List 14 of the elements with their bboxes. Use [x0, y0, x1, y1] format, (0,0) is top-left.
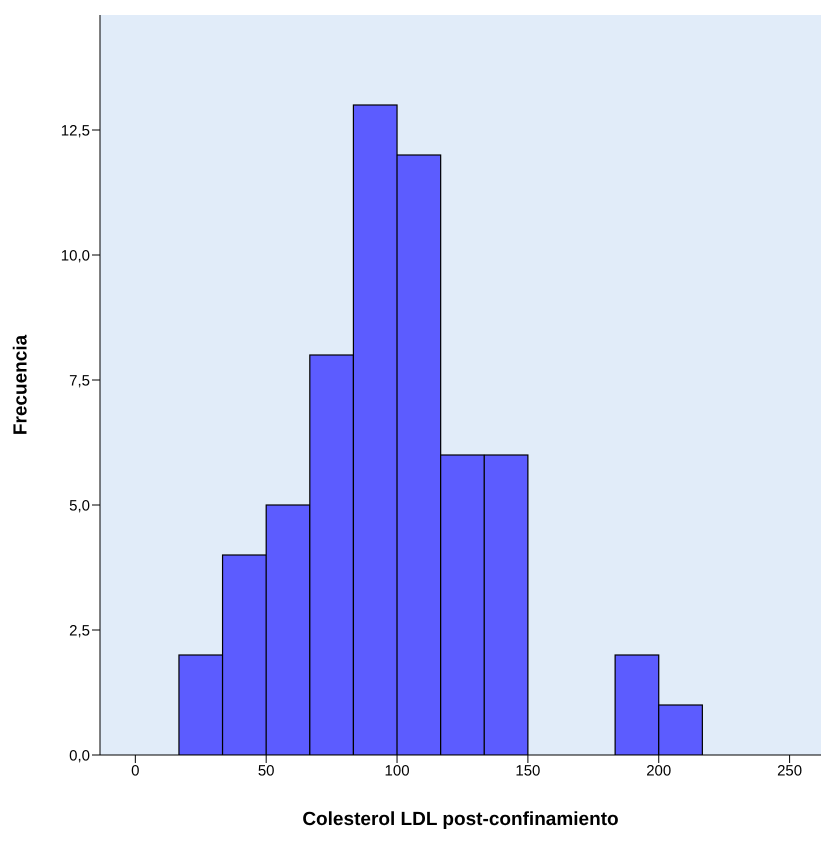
x-axis-title: Colesterol LDL post-confinamiento	[302, 809, 619, 830]
y-tick-label: 0,0	[69, 747, 90, 764]
y-tick-label: 12,5	[60, 122, 90, 140]
x-tick-label: 200	[646, 762, 672, 780]
x-tick-label: 0	[131, 762, 140, 780]
y-tick-label: 2,5	[69, 622, 90, 640]
y-tick-label: 5,0	[69, 497, 90, 514]
x-tick-label: 250	[777, 762, 802, 780]
x-tick-label: 50	[258, 762, 275, 780]
y-tick-label: 7,5	[69, 372, 90, 390]
x-tick-label: 100	[384, 762, 410, 780]
x-tick-label: 150	[515, 762, 540, 780]
y-tick-label: 10,0	[60, 247, 90, 264]
y-axis-title: Frecuencia	[10, 334, 32, 436]
